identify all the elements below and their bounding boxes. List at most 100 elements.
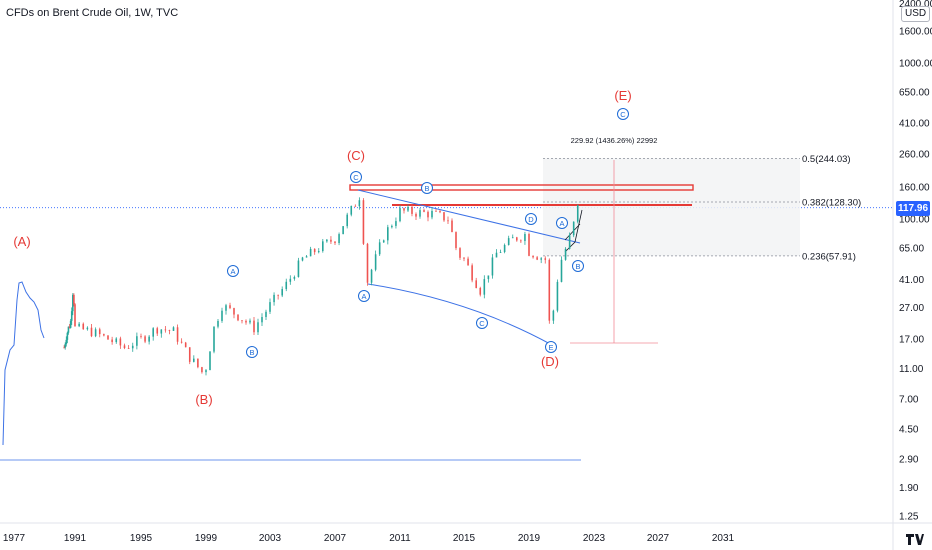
candle-body: [225, 305, 227, 311]
candle-body: [305, 256, 308, 258]
candle-body: [572, 221, 575, 236]
time-axis: 1977 1991 1995 1999 2003 2007 2011 2015 2019 2023…: [0, 522, 932, 544]
candle-body: [221, 310, 223, 321]
candle-body: [491, 257, 494, 276]
subwave-label: C: [620, 110, 626, 119]
candle-body: [285, 281, 288, 290]
price-tick-label: 410.00: [899, 119, 930, 130]
price-tick-label: 1000.00: [899, 58, 932, 69]
candle-body: [233, 308, 235, 315]
candle-body: [164, 329, 167, 331]
subwave-circle: [525, 213, 537, 225]
trend-line-upper: [357, 189, 581, 244]
candle-body: [322, 241, 324, 252]
candle-body: [94, 329, 97, 337]
candle-body: [427, 211, 429, 218]
tradingview-logo-icon[interactable]: [906, 532, 924, 546]
subwave-circle: [421, 182, 433, 194]
candle-body: [387, 227, 389, 241]
candle-body: [317, 251, 320, 253]
candle-body: [69, 320, 72, 328]
candle-body: [395, 221, 397, 226]
chart-title: CFDs on Brent Crude Oil, 1W, TVC: [6, 7, 179, 19]
candle-body: [72, 294, 74, 312]
candle-body: [107, 335, 109, 340]
candle-body: [63, 347, 65, 349]
candle-body: [115, 338, 118, 343]
candle-body: [370, 269, 373, 283]
candle-body: [362, 200, 365, 244]
wave-label: (C): [347, 148, 365, 163]
candle-body: [217, 320, 219, 327]
price-tick-label: 65.00: [899, 244, 924, 255]
candle-body: [378, 242, 381, 255]
time-tick-label: 1991: [64, 533, 87, 544]
candle-body: [281, 289, 283, 296]
candle-body: [443, 212, 445, 221]
candle-body: [423, 210, 425, 212]
candle-body: [188, 347, 191, 362]
candle-body: [435, 210, 437, 212]
candle-body: [346, 214, 348, 227]
candle-body: [568, 235, 571, 249]
drawings: 0.5(244.03) 0.382(128.30) 0.236(57.91) 229.…: [0, 136, 893, 461]
measure-label: 229.92 (1436.26%) 22992: [571, 136, 658, 145]
trend-line-lower: [367, 283, 553, 346]
candle-body: [66, 332, 69, 340]
time-tick-label: 2003: [259, 533, 282, 544]
candle-body: [289, 278, 292, 282]
early-price-history: [2, 281, 45, 446]
price-tick-label: 1.25: [899, 511, 919, 522]
time-tick-label: 2031: [712, 533, 735, 544]
subwave-circle: [227, 265, 239, 277]
currency-button[interactable]: USD: [901, 6, 931, 22]
candle-body: [201, 367, 203, 373]
subwave-label: C: [353, 173, 359, 182]
candle-body: [111, 339, 113, 343]
time-tick-label: 1999: [195, 533, 218, 544]
candle-body: [193, 358, 195, 362]
candle-body: [197, 358, 199, 368]
price-tick-label: 260.00: [899, 150, 930, 161]
candle-body: [168, 330, 171, 331]
candle-body: [73, 294, 75, 305]
candle-body: [297, 260, 300, 277]
candle-body: [475, 280, 477, 288]
candle-body: [172, 327, 175, 331]
candle-body: [451, 220, 453, 233]
candle-body: [131, 345, 134, 349]
candle-body: [261, 317, 263, 323]
price-tick-label: 4.50: [899, 425, 919, 436]
candle-body: [257, 322, 259, 333]
candle-body: [455, 232, 457, 249]
candle-body: [374, 254, 377, 270]
candle-body: [229, 305, 231, 309]
candle-body: [68, 326, 71, 328]
candle-body: [273, 294, 275, 303]
candle-body: [403, 208, 405, 211]
candle-body: [245, 320, 247, 323]
subwave-circle: [617, 108, 629, 120]
candle-body: [511, 237, 514, 239]
candle-body: [382, 240, 385, 243]
subwave-label: B: [575, 262, 580, 271]
subwave-circle: [246, 346, 258, 358]
candle-body: [123, 345, 126, 349]
candle-body: [82, 323, 85, 330]
candle-body: [439, 211, 441, 213]
resistance-box: [349, 184, 694, 191]
candle-body: [560, 259, 563, 282]
candle-body: [144, 336, 146, 342]
subwave-label: A: [559, 219, 564, 228]
candle-body: [516, 237, 518, 241]
subwave-circle: [476, 317, 488, 329]
candle-body: [548, 259, 551, 321]
candle-body: [536, 257, 538, 260]
candle-body: [156, 328, 159, 334]
candle-body: [326, 239, 328, 242]
candle-body: [419, 210, 421, 217]
candle-body: [463, 257, 465, 259]
candle-body: [301, 257, 304, 261]
wave-label: (B): [195, 392, 212, 407]
